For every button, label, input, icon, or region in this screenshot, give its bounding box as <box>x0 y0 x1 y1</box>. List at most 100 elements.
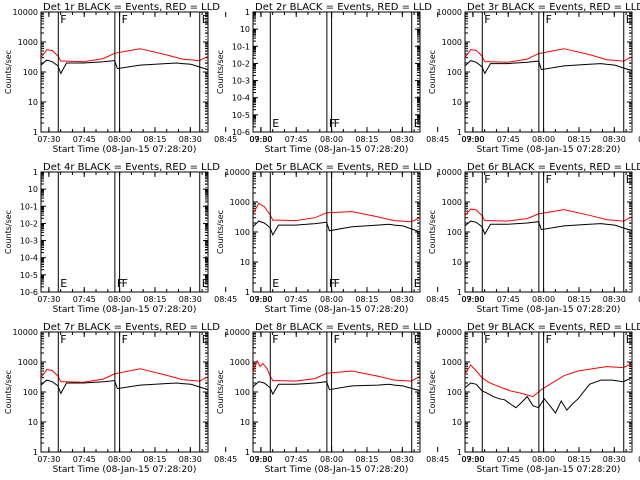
y-tick-label: 10-2 <box>20 219 38 228</box>
y-tick-label: 1 <box>457 288 462 297</box>
x-tick-label: 08:15 <box>567 135 590 144</box>
lld-series-line <box>465 362 632 398</box>
events-series-line <box>41 59 208 75</box>
y-tick-label: 10 <box>452 258 462 267</box>
x-tick-label: 09:00 <box>250 455 273 464</box>
plot-frame <box>40 171 209 293</box>
panel-title: Det 2r BLACK = Events, RED = LLD <box>255 2 432 13</box>
panel-det-9: Det 9r BLACK = Events, RED = LLD 1 10 100 10… <box>428 322 640 475</box>
y-tick-label: 1 <box>33 128 38 137</box>
x-tick-label: 08:45 <box>638 295 640 304</box>
events-series-line <box>253 220 420 237</box>
x-tick-label: 09:00 <box>250 135 273 144</box>
y-tick-label: 100 <box>235 388 250 397</box>
x-tick-label: 08:15 <box>567 455 590 464</box>
event-label: E <box>414 277 421 290</box>
panel-title: Det 7r BLACK = Events, RED = LLD <box>43 322 220 333</box>
y-tick-label: 10 <box>28 418 38 427</box>
event-label: E <box>202 333 209 346</box>
event-label: F <box>60 13 66 26</box>
event-label: F <box>484 13 490 26</box>
y-tick-label: 10-1 <box>232 42 250 51</box>
x-tick-label: 07:30 <box>461 135 484 144</box>
plot-frame <box>464 171 633 293</box>
x-tick-label: 08:30 <box>391 135 414 144</box>
panel-title: Det 6r BLACK = Events, RED = LLD <box>467 162 640 173</box>
event-label: E <box>202 13 209 26</box>
x-axis-label: Start Time (08-Jan-15 07:28:20) <box>53 145 197 155</box>
x-tick-label: 08:30 <box>179 455 202 464</box>
x-axis-label: Start Time (08-Jan-15 07:28:20) <box>53 465 197 475</box>
x-tick-label: 08:45 <box>638 455 640 464</box>
x-tick-label: 08:30 <box>603 135 626 144</box>
x-tick-label: 07:45 <box>73 135 96 144</box>
x-tick-label: 07:30 <box>37 455 60 464</box>
y-tick-label: 1000 <box>442 38 462 47</box>
y-tick-label: 100 <box>23 388 38 397</box>
y-axis-label: Counts/sec <box>428 50 437 94</box>
event-label: F <box>334 277 340 290</box>
y-tick-label: 10-5 <box>232 111 250 120</box>
x-tick-label: 08:45 <box>214 455 237 464</box>
event-label: F <box>122 13 128 26</box>
y-tick-label: 10000 <box>225 168 250 177</box>
x-tick-label: 08:00 <box>532 295 555 304</box>
x-tick-label: 09:00 <box>462 455 485 464</box>
x-tick-label: 08:45 <box>214 135 237 144</box>
panel-det-8: Det 8r BLACK = Events, RED = LLD11010010… <box>216 322 485 475</box>
x-tick-label: 08:00 <box>320 295 343 304</box>
events-series-line <box>465 377 632 414</box>
event-label: F <box>546 13 552 26</box>
lld-series-line <box>41 48 208 63</box>
y-tick-label: 1000 <box>442 198 462 207</box>
event-label: F <box>484 173 490 186</box>
x-tick-label: 08:30 <box>391 295 414 304</box>
plot-frame <box>464 11 633 133</box>
x-axis-label: Start Time (08-Jan-15 07:28:20) <box>265 465 409 475</box>
y-tick-label: 1 <box>33 168 38 177</box>
y-axis-label: Counts/sec <box>428 210 437 254</box>
panel-det-3: Det 3r BLACK = Events, RED = LLD 1 10 100 10… <box>428 2 640 155</box>
y-tick-label: 1000 <box>442 358 462 367</box>
x-axis-label: Start Time (08-Jan-15 07:28:20) <box>477 305 621 315</box>
panel-det-4: Det 4r BLACK = Events, RED = LLD 10-6 10-5… <box>4 162 273 315</box>
y-tick-label: 1000 <box>230 358 250 367</box>
y-tick-label: 100 <box>447 68 462 77</box>
x-tick-label: 07:45 <box>73 295 96 304</box>
x-tick-label: 08:00 <box>320 455 343 464</box>
event-label: F <box>484 333 490 346</box>
lld-series-line <box>41 368 208 383</box>
x-tick-label: 08:15 <box>355 135 378 144</box>
panel-det-5: Det 5r BLACK = Events, RED = LLD 1 10 100 10… <box>216 162 485 315</box>
y-tick-label: 10 <box>28 98 38 107</box>
x-tick-label: 08:00 <box>108 455 131 464</box>
y-tick-label: 10-4 <box>232 94 250 103</box>
y-tick-label: 10000 <box>437 8 462 17</box>
y-axis-label: Counts/sec <box>216 50 225 94</box>
y-axis-label: Counts/sec <box>4 50 13 94</box>
events-series-line <box>465 60 632 75</box>
x-tick-label: 08:00 <box>108 135 131 144</box>
y-tick-label: 100 <box>23 68 38 77</box>
lld-series-line <box>465 208 632 222</box>
y-axis-label: Counts/sec <box>4 210 13 254</box>
x-tick-label: 08:45 <box>426 295 449 304</box>
x-tick-label: 07:30 <box>461 455 484 464</box>
y-tick-label: 10 <box>240 418 250 427</box>
y-tick-label: 10-6 <box>20 288 38 297</box>
y-tick-label: 1 <box>245 448 250 457</box>
y-tick-label: 10000 <box>13 328 38 337</box>
plot-frame <box>40 11 209 133</box>
x-tick-label: 07:45 <box>285 295 308 304</box>
x-tick-label: 07:30 <box>249 135 272 144</box>
y-axis-label: Counts/sec <box>216 210 225 254</box>
event-label: F <box>117 277 123 290</box>
y-tick-label: 100 <box>447 228 462 237</box>
event-label: F <box>546 173 552 186</box>
panel-title: Det 4r BLACK = Events, RED = LLD <box>43 162 220 173</box>
panel-title: Det 5r BLACK = Events, RED = LLD <box>255 162 432 173</box>
x-tick-label: 07:30 <box>461 295 484 304</box>
x-tick-label: 08:30 <box>391 455 414 464</box>
y-tick-label: 1 <box>457 448 462 457</box>
